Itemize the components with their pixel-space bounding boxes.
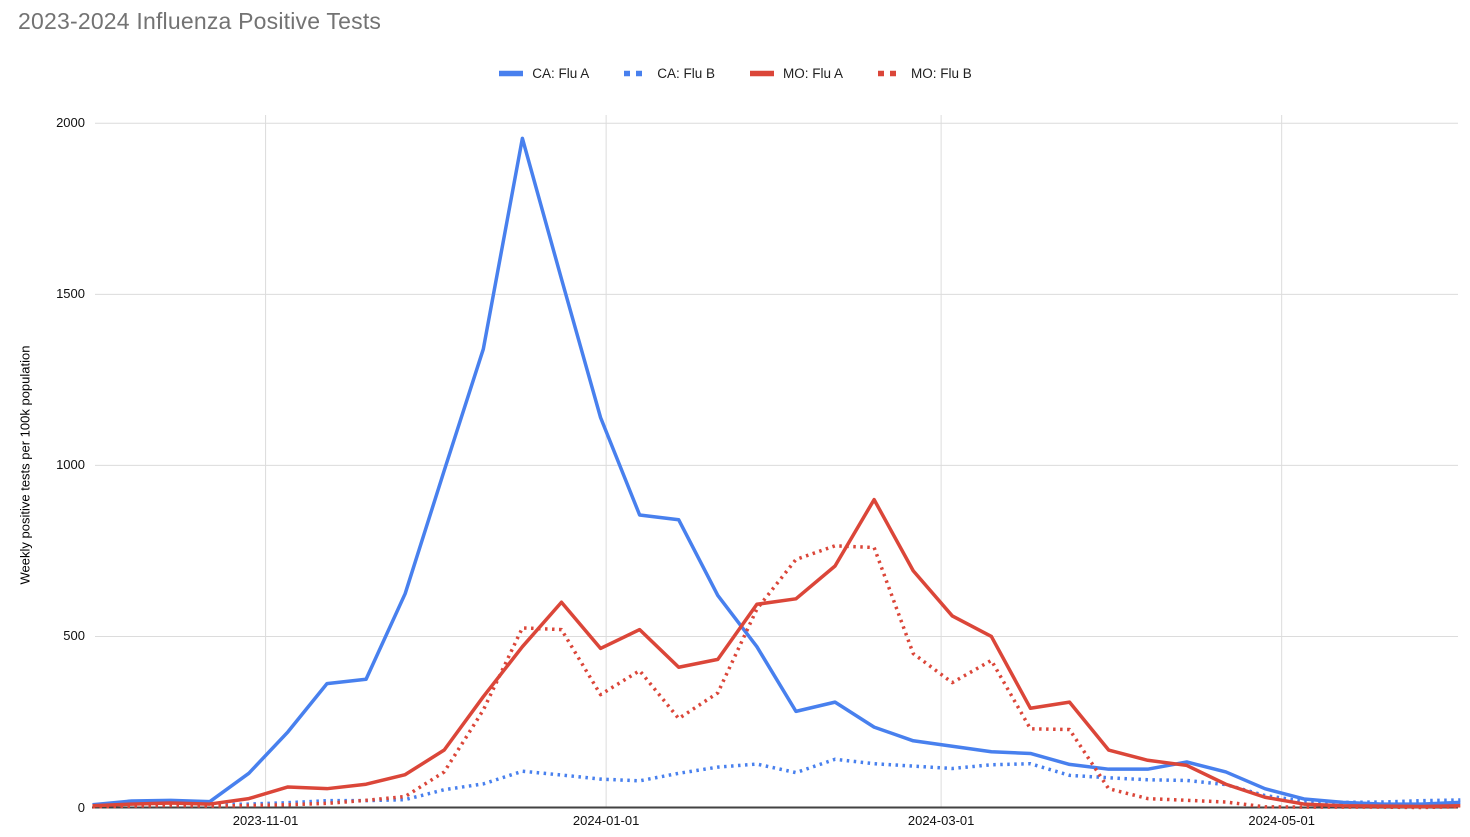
legend-label-mo-flu-a: MO: Flu A <box>783 66 844 81</box>
legend-swatch-ca-flu-a <box>499 70 524 77</box>
x-tick-label-2024-03-01: 2024-03-01 <box>907 813 975 828</box>
legend-label-ca-flu-a: CA: Flu A <box>532 66 590 81</box>
series-line-ca-flu-a <box>92 136 1461 807</box>
y-tick-label-0: 0 <box>77 799 85 815</box>
chart-legend: CA: Flu A CA: Flu B MO: Flu A MO: Flu B <box>0 66 1470 81</box>
y-tick-label-500: 500 <box>63 628 85 644</box>
legend-item-ca-flu-a: CA: Flu A <box>498 66 589 81</box>
y-axis-title: Weekly positive tests per 100k populatio… <box>17 345 33 585</box>
x-tick-label-2023-11-01: 2023-11-01 <box>232 813 299 828</box>
legend-label-mo-flu-b: MO: Flu B <box>911 66 972 81</box>
legend-item-ca-flu-b: CA: Flu B <box>623 66 715 81</box>
y-tick-label-1000: 1000 <box>56 457 85 473</box>
legend-item-mo-flu-a: MO: Flu A <box>749 66 843 81</box>
legend-swatch-mo-flu-a <box>750 70 774 77</box>
x-tick-label-2024-01-01: 2024-01-01 <box>572 813 640 828</box>
legend-swatch-ca-flu-b <box>624 70 649 77</box>
series-line-mo-flu-b <box>92 544 1461 810</box>
legend-swatch-mo-flu-b <box>878 70 903 77</box>
legend-item-mo-flu-b: MO: Flu B <box>877 66 972 81</box>
x-tick-label-2024-05-01: 2024-05-01 <box>1248 813 1315 828</box>
legend-label-ca-flu-b: CA: Flu B <box>657 66 715 81</box>
chart-title: 2023-2024 Influenza Positive Tests <box>18 8 382 34</box>
y-tick-label-2000: 2000 <box>56 115 85 131</box>
y-tick-label-1500: 1500 <box>56 286 85 302</box>
series-line-mo-flu-a <box>92 497 1461 809</box>
